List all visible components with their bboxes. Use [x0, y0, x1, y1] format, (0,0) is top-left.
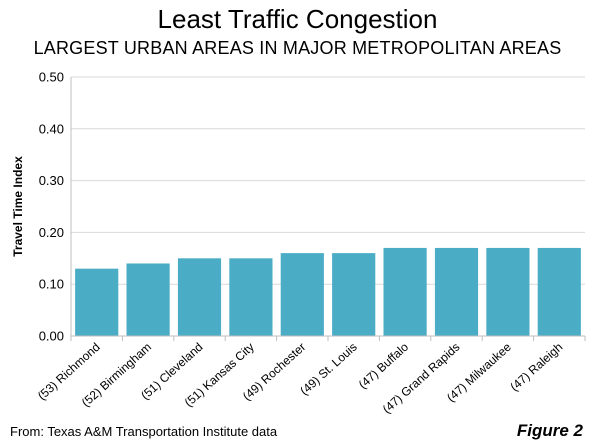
labels: 0.000.100.200.300.400.50(53) Richmond(52… — [11, 70, 565, 417]
axes — [70, 77, 586, 341]
source-note: From: Texas A&M Transportation Institute… — [10, 424, 278, 439]
bar-8 — [486, 247, 530, 336]
y-tick-label-2: 0.20 — [39, 225, 64, 240]
x-category-label-9: (47) Raleigh — [507, 340, 565, 394]
bar-5 — [332, 253, 376, 336]
y-tick-label-5: 0.50 — [39, 70, 64, 85]
bar-7 — [434, 247, 479, 336]
y-tick-label-0: 0.00 — [39, 329, 64, 344]
y-tick-label-4: 0.40 — [39, 121, 64, 136]
bar-4 — [280, 253, 324, 336]
y-axis-label: Travel Time Index — [11, 156, 25, 257]
y-tick-label-3: 0.30 — [39, 173, 64, 188]
chart-title: Least Traffic Congestion — [157, 4, 438, 34]
bar-0 — [75, 268, 119, 336]
bar-3 — [229, 258, 273, 336]
bar-9 — [537, 247, 581, 336]
bars — [75, 247, 581, 336]
chart-subtitle: LARGEST URBAN AREAS IN MAJOR METROPOLITA… — [33, 38, 562, 58]
bar-2 — [177, 258, 222, 336]
bar-6 — [383, 247, 427, 336]
y-tick-label-1: 0.10 — [39, 277, 64, 292]
bar-1 — [126, 263, 170, 336]
figure-label: Figure 2 — [516, 421, 583, 440]
